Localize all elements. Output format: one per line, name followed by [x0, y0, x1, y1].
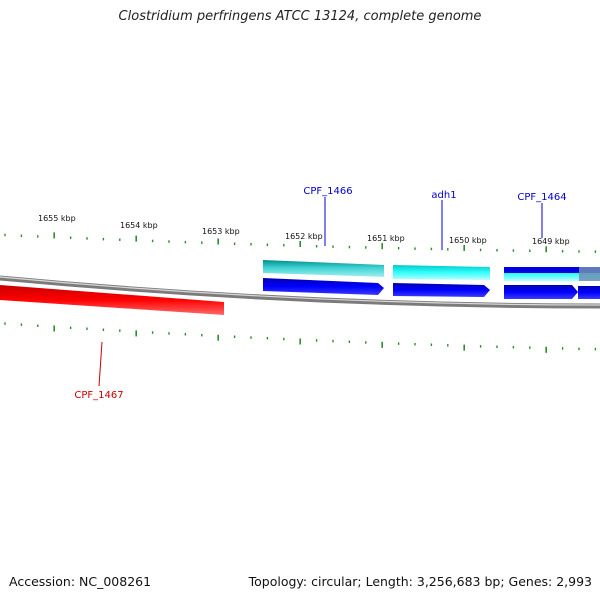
gene-label-cpf1464[interactable]: CPF_1464: [517, 192, 566, 203]
gene-cpf1467-feature[interactable]: [0, 285, 224, 315]
accession-text: Accession: NC_008261: [9, 574, 152, 589]
cds-arrow-next[interactable]: [578, 286, 600, 299]
gene-cpf1464-top-band: [504, 267, 600, 273]
genome-backbone-highlight: [0, 276, 600, 306]
map-title: Clostridium perfringens ATCC 13124, comp…: [118, 9, 482, 24]
gene-label-cpf1467[interactable]: CPF_1467: [74, 390, 123, 401]
genome-stats-text: Topology: circular; Length: 3,256,683 bp…: [248, 574, 592, 589]
tick-label: 1655 kbp: [38, 214, 76, 223]
overlap-feature: [579, 267, 600, 281]
tick-label: 1652 kbp: [285, 232, 323, 241]
gene-cpf1466-feature[interactable]: [263, 260, 384, 277]
tick-label: 1651 kbp: [367, 234, 405, 243]
label-line-cpf1467: [98, 341, 103, 387]
cds-arrow-cpf1466[interactable]: [263, 278, 384, 295]
tick-label: 1649 kbp: [532, 237, 570, 246]
scale-ticks-lower: [4, 322, 597, 353]
cds-arrow-cpf1464[interactable]: [504, 285, 578, 299]
tick-label: 1654 kbp: [120, 221, 158, 230]
gene-adh1-feature[interactable]: [393, 265, 490, 280]
cds-arrow-adh1[interactable]: [393, 283, 490, 297]
tick-label: 1653 kbp: [202, 227, 240, 236]
gene-label-adh1[interactable]: adh1: [431, 190, 456, 201]
gene-label-cpf1466[interactable]: CPF_1466: [303, 186, 352, 197]
scale-ticks-upper: [4, 232, 597, 253]
tick-label: 1650 kbp: [449, 236, 487, 245]
genome-backbone: [0, 275, 600, 309]
